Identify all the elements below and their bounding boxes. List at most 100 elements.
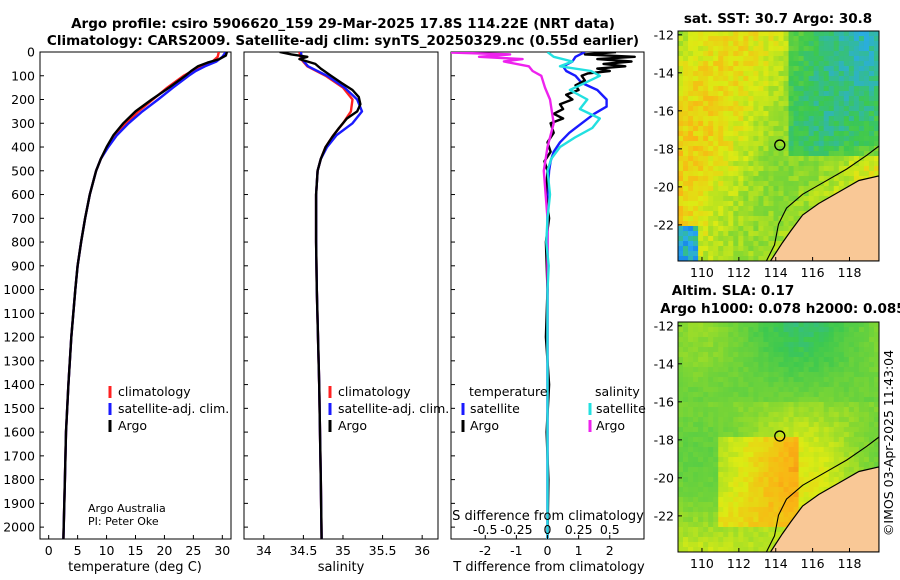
map-cell	[778, 191, 784, 197]
map-cell	[708, 487, 714, 493]
map-cell	[778, 387, 784, 393]
map-cell	[768, 171, 774, 177]
map-cell	[758, 542, 764, 548]
map-cell	[848, 442, 855, 448]
map-cell	[703, 186, 709, 192]
map-cell	[693, 362, 699, 368]
map-cell	[738, 186, 744, 192]
map-cell	[768, 347, 774, 353]
map-cell	[693, 191, 699, 197]
map-cell	[723, 347, 729, 353]
map-cell	[793, 362, 800, 368]
map-cell	[718, 46, 724, 52]
map-cell	[718, 111, 724, 117]
map-cell	[728, 171, 734, 177]
map-cell	[678, 176, 684, 182]
map-cell	[718, 141, 724, 147]
map-cell	[833, 437, 840, 443]
map-cell	[803, 146, 810, 152]
map-cell	[848, 367, 855, 373]
map-cell	[793, 322, 800, 328]
map-cell	[793, 116, 800, 122]
map-cell	[778, 422, 784, 428]
legend-label-argo: Argo	[338, 418, 367, 433]
map-cell	[743, 146, 749, 152]
map-cell	[743, 392, 749, 398]
map-cell	[683, 66, 689, 72]
map-cell	[808, 487, 815, 493]
map-cell	[713, 41, 719, 47]
map-cell	[683, 51, 689, 57]
map-cell	[733, 51, 739, 57]
map-cell	[813, 377, 820, 383]
map-cell	[718, 216, 724, 222]
map-cell	[718, 126, 724, 132]
map-cell	[788, 86, 794, 92]
map-cell	[868, 66, 875, 72]
map-cell	[723, 367, 729, 373]
map-cell	[788, 452, 794, 458]
map-cell	[733, 377, 739, 383]
map-cell	[743, 502, 749, 508]
map-cell	[848, 347, 855, 353]
map-cell	[853, 171, 860, 177]
map-cell	[708, 437, 714, 443]
map-cell	[808, 367, 815, 373]
map-cell	[763, 51, 769, 57]
map-cell	[763, 327, 769, 333]
map-cell	[688, 497, 694, 503]
map-cell	[838, 427, 845, 433]
map-cell	[793, 397, 800, 403]
map-cell	[858, 116, 865, 122]
map-cell	[833, 322, 840, 328]
map-cell	[813, 106, 820, 112]
map-cell	[793, 377, 800, 383]
map-cell	[718, 211, 724, 217]
map-cell	[753, 542, 759, 548]
map-cell	[843, 352, 850, 358]
map-cell	[773, 377, 779, 383]
map-cell	[708, 166, 714, 172]
map-cell	[783, 41, 789, 47]
map-cell	[733, 141, 739, 147]
map-cell	[703, 181, 709, 187]
map-cell	[858, 392, 865, 398]
map-cell	[738, 357, 744, 363]
map-cell	[688, 342, 694, 348]
map-cell	[688, 171, 694, 177]
map-cell	[763, 517, 769, 523]
map-cell	[748, 492, 754, 498]
map-cell	[788, 487, 794, 493]
map-cell	[753, 76, 759, 82]
map-cell	[713, 522, 719, 528]
map-cell	[793, 387, 800, 393]
map-cell	[773, 111, 779, 117]
map-cell	[703, 357, 709, 363]
map-cell	[728, 357, 734, 363]
map-cell	[723, 352, 729, 358]
map-cell	[768, 432, 774, 438]
map-cell	[783, 71, 789, 77]
map-cell	[718, 487, 724, 493]
map-cell	[808, 462, 815, 468]
lon-tick-label: 110	[690, 265, 714, 280]
map-cell	[798, 422, 805, 428]
map-cell	[753, 51, 759, 57]
map-cell	[828, 121, 835, 127]
map-cell	[698, 397, 704, 403]
map-cell	[763, 357, 769, 363]
map-cell	[783, 412, 789, 418]
map-cell	[733, 502, 739, 508]
map-cell	[763, 176, 769, 182]
map-cell	[798, 166, 805, 172]
map-cell	[778, 352, 784, 358]
map-cell	[818, 417, 825, 423]
map-cell	[868, 61, 875, 67]
map-cell	[738, 231, 744, 237]
map-cell	[713, 106, 719, 112]
x-tick-label: 35	[335, 543, 351, 558]
map-cell	[678, 251, 684, 257]
map-cell	[738, 532, 744, 538]
map-cell	[813, 146, 820, 152]
map-cell	[803, 342, 810, 348]
